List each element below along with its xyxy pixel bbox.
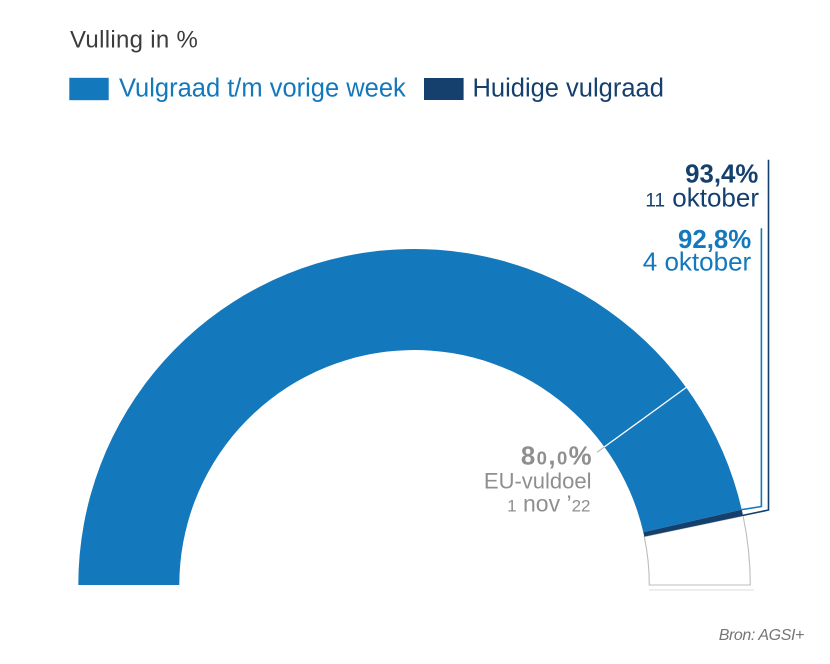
svg-text:4 oktober: 4 oktober — [643, 247, 752, 277]
svg-text:Vulgraad t/m vorige week: Vulgraad t/m vorige week — [119, 75, 406, 103]
svg-text:Bron: AGSI+: Bron: AGSI+ — [719, 627, 804, 644]
svg-text:93,4%: 93,4% — [685, 160, 758, 188]
svg-text:80,0%: 80,0% — [521, 442, 593, 470]
svg-text:Vulling in %: Vulling in % — [70, 27, 198, 54]
svg-text:Huidige vulgraad: Huidige vulgraad — [473, 75, 664, 103]
svg-text:92,8%: 92,8% — [678, 226, 751, 254]
svg-text:11 oktober: 11 oktober — [645, 183, 759, 213]
svg-text:EU-vuldoel: EU-vuldoel — [484, 469, 592, 494]
